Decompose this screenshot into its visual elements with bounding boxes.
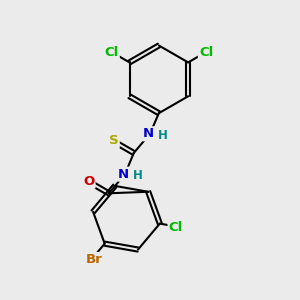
- Text: Cl: Cl: [199, 46, 213, 59]
- Text: Cl: Cl: [169, 221, 183, 234]
- Text: O: O: [83, 175, 94, 188]
- Text: N: N: [118, 168, 129, 181]
- Text: S: S: [109, 134, 119, 147]
- Text: Cl: Cl: [104, 46, 119, 59]
- Text: N: N: [143, 127, 154, 140]
- Text: H: H: [158, 129, 167, 142]
- Text: H: H: [132, 169, 142, 182]
- Text: Br: Br: [86, 253, 103, 266]
